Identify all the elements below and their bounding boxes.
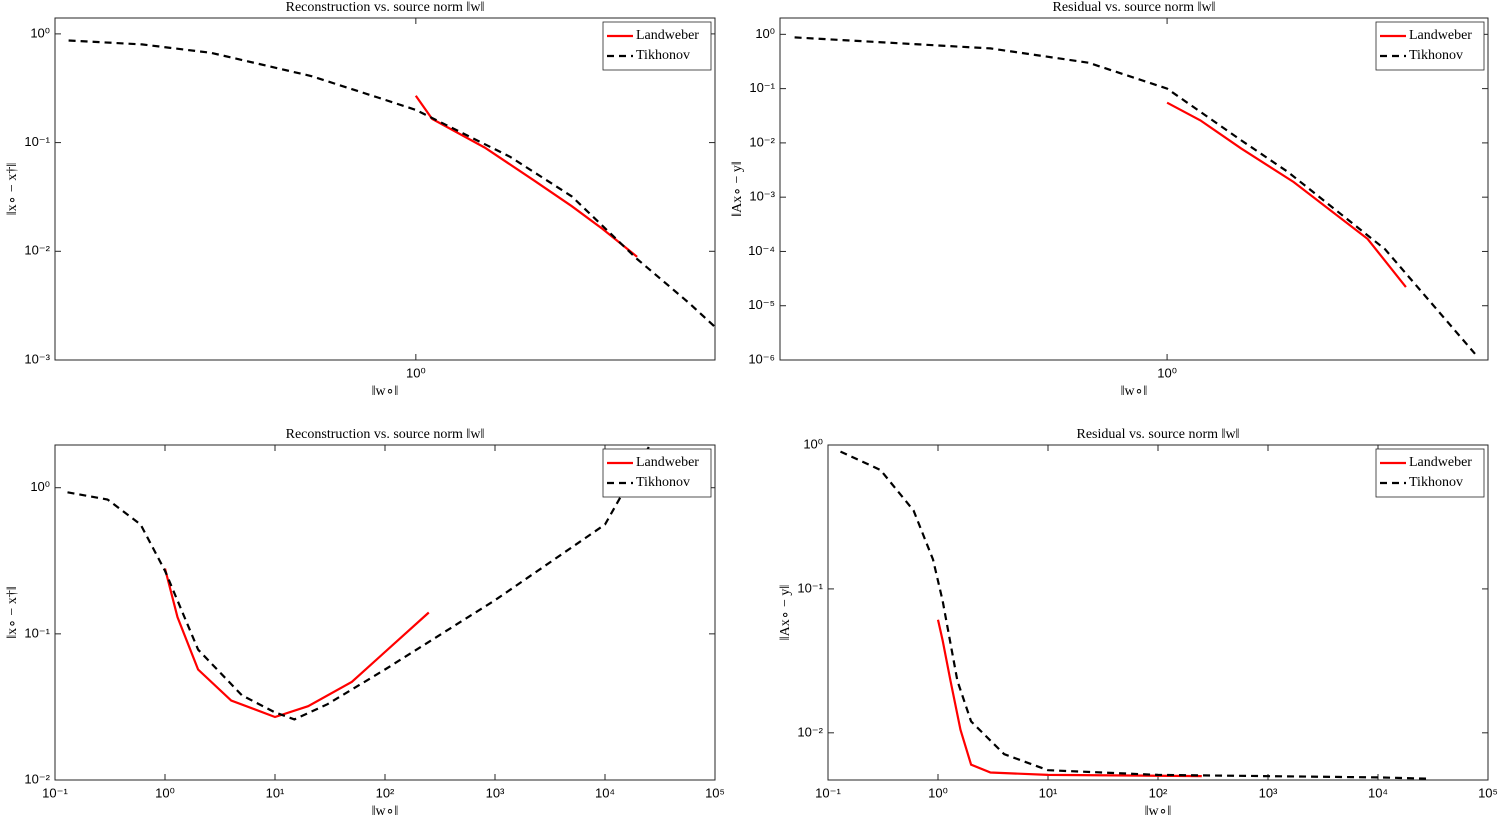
y-tick-label: 10⁻⁴ <box>748 243 775 258</box>
x-tick-label: 10⁴ <box>1368 785 1388 800</box>
y-tick-label: 10⁻² <box>24 771 50 786</box>
y-tick-label: 10⁻² <box>797 724 823 739</box>
y-axis-label: ‖x∘ − x†‖ <box>5 163 20 216</box>
x-axis-label: ‖w∘‖ <box>372 804 399 819</box>
y-axis-label: ‖x∘ − x†‖ <box>5 586 20 639</box>
y-axis-label: ‖Ax∘ − y‖ <box>730 161 745 217</box>
y-tick-label: 10⁻¹ <box>24 625 50 640</box>
legend-box <box>602 21 712 71</box>
legend-label: Landweber <box>1409 455 1472 470</box>
legend-label: Tikhonov <box>636 475 690 490</box>
x-tick-label: 10³ <box>486 785 505 800</box>
x-axis-label: ‖w∘‖ <box>1145 804 1172 819</box>
series-line <box>936 619 1202 778</box>
x-tick-label: 10² <box>1149 785 1168 800</box>
x-tick-label: 10¹ <box>1039 785 1058 800</box>
x-tick-label: 10⁵ <box>705 785 725 800</box>
axes-frame <box>827 444 1489 781</box>
plot-area <box>67 446 650 721</box>
x-tick-label: 10⁻¹ <box>815 785 841 800</box>
y-axis-label: ‖Ax∘ − y‖ <box>778 585 793 641</box>
x-tick-label: 10⁻¹ <box>42 785 68 800</box>
y-tick-label: 10⁻¹ <box>24 134 50 149</box>
x-tick-label: 10⁴ <box>595 785 615 800</box>
legend-label: Tikhonov <box>1409 475 1463 490</box>
axes-frame <box>54 17 716 361</box>
x-axis-label: ‖w∘‖ <box>1121 384 1148 399</box>
y-tick-label: 10⁻¹ <box>797 580 823 595</box>
chart-title: Residual vs. source norm ‖w‖ <box>1076 427 1239 442</box>
legend-label: Tikhonov <box>1409 48 1463 63</box>
axes-frame <box>779 17 1489 361</box>
y-tick-label: 10⁻⁵ <box>748 297 775 312</box>
series-line <box>163 568 430 719</box>
chart-title: Reconstruction vs. source norm ‖w‖ <box>286 0 485 15</box>
plot-area <box>68 39 715 329</box>
x-tick-label: 10¹ <box>266 785 285 800</box>
y-tick-label: 10⁰ <box>30 479 50 494</box>
x-tick-label: 10⁰ <box>928 785 948 800</box>
axes-frame <box>54 444 716 781</box>
y-tick-label: 10⁻³ <box>749 189 775 204</box>
x-tick-label: 10⁰ <box>406 365 426 380</box>
y-tick-label: 10⁻⁶ <box>748 351 775 366</box>
y-tick-label: 10⁻³ <box>24 351 50 366</box>
legend-box <box>1375 21 1485 71</box>
y-tick-label: 10⁰ <box>755 26 775 41</box>
legend-box <box>602 448 712 498</box>
y-tick-label: 10⁻² <box>24 243 50 258</box>
y-tick-label: 10⁰ <box>30 25 50 40</box>
legend-box <box>1375 448 1485 498</box>
x-axis-label: ‖w∘‖ <box>372 384 399 399</box>
plot-area <box>794 36 1476 355</box>
y-tick-label: 10⁻¹ <box>749 80 775 95</box>
x-tick-label: 10⁰ <box>155 785 175 800</box>
plot-area <box>840 450 1431 780</box>
y-tick-label: 10⁰ <box>803 436 823 451</box>
legend-label: Landweber <box>636 455 699 470</box>
series-line <box>1166 101 1407 288</box>
x-tick-label: 10⁵ <box>1478 785 1498 800</box>
x-tick-label: 10⁰ <box>1157 365 1177 380</box>
series-line <box>840 450 1431 780</box>
x-tick-label: 10³ <box>1259 785 1278 800</box>
chart-title: Residual vs. source norm ‖w‖ <box>1052 0 1215 15</box>
legend-label: Landweber <box>636 28 699 43</box>
x-tick-label: 10² <box>376 785 395 800</box>
chart-title: Reconstruction vs. source norm ‖w‖ <box>286 427 485 442</box>
y-tick-label: 10⁻² <box>749 134 775 149</box>
series-line <box>794 36 1476 355</box>
legend-label: Landweber <box>1409 28 1472 43</box>
legend-label: Tikhonov <box>636 48 690 63</box>
